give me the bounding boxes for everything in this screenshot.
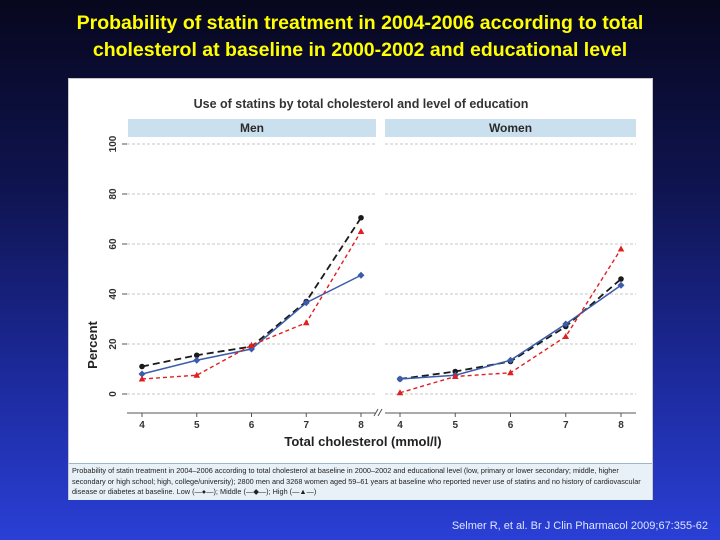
y-tick-label: 80: [108, 188, 119, 200]
y-axis-label: Percent: [85, 320, 100, 368]
x-tick-label: 7: [303, 420, 309, 431]
data-point-low: [193, 352, 200, 359]
figure-caption: Probability of statin treatment in 2004–…: [72, 466, 641, 496]
data-point-low: [452, 368, 459, 375]
y-tick-label: 100: [108, 135, 119, 152]
chart-svg: Use of statins by total cholesterol and …: [85, 97, 636, 449]
axis-break-mark: [377, 408, 383, 417]
x-tick-label: 5: [194, 420, 200, 431]
data-point-high: [451, 373, 459, 379]
x-tick-label: 6: [508, 420, 514, 431]
caption-box: Probability of statin treatment in 2004–…: [69, 463, 652, 500]
data-point-high: [507, 369, 514, 376]
chart-title: Use of statins by total cholesterol and …: [194, 97, 529, 111]
x-tick-label: 5: [452, 420, 458, 431]
data-point-middle: [357, 271, 365, 279]
panel-title: Men: [240, 121, 264, 135]
citation: Selmer R, et al. Br J Clin Pharmacol 200…: [451, 520, 708, 532]
data-point-high: [248, 341, 255, 348]
data-point-middle: [562, 320, 570, 328]
data-point-middle: [193, 356, 201, 364]
x-tick-label: 7: [563, 420, 569, 431]
data-point-high: [396, 389, 404, 396]
y-tick-label: 20: [108, 338, 119, 350]
series-line-middle: [399, 284, 622, 380]
x-tick-label: 8: [358, 420, 364, 431]
slide-title-line-2: cholesterol at baseline in 2000-2002 and…: [92, 39, 628, 61]
y-tick-label: 0: [108, 391, 119, 397]
slide-title: Probability of statin treatment in 2004-…: [0, 10, 720, 64]
data-point-high: [302, 319, 310, 326]
data-point-high: [617, 245, 625, 252]
data-point-high: [138, 375, 146, 382]
series-line-high: [141, 231, 362, 380]
slide-title-line-1: Probability of statin treatment in 2004-…: [76, 12, 644, 34]
panel-header: [385, 119, 636, 137]
data-point-low: [139, 363, 145, 370]
x-tick-label: 4: [139, 420, 145, 431]
data-point-high: [193, 371, 201, 378]
data-point-middle: [396, 375, 404, 383]
data-point-high: [357, 228, 365, 234]
data-point-middle: [507, 356, 514, 364]
data-point-middle: [302, 299, 310, 307]
x-tick-label: 4: [397, 420, 403, 431]
chart-figure: Use of statins by total cholesterol and …: [68, 78, 653, 500]
x-tick-label: 6: [249, 420, 255, 431]
x-tick-label: 8: [618, 420, 624, 431]
data-point-low: [618, 276, 624, 282]
data-point-middle: [138, 370, 146, 378]
y-tick-label: 40: [108, 288, 119, 300]
data-point-low: [358, 214, 364, 221]
axis-break-mark: [373, 408, 379, 417]
panel-title: Women: [489, 121, 532, 135]
x-axis-label: Total cholesterol (mmol/l): [284, 434, 441, 449]
panel-header: [128, 119, 376, 137]
y-tick-label: 60: [108, 238, 119, 250]
data-point-high: [562, 333, 570, 339]
data-point-middle: [617, 281, 625, 289]
